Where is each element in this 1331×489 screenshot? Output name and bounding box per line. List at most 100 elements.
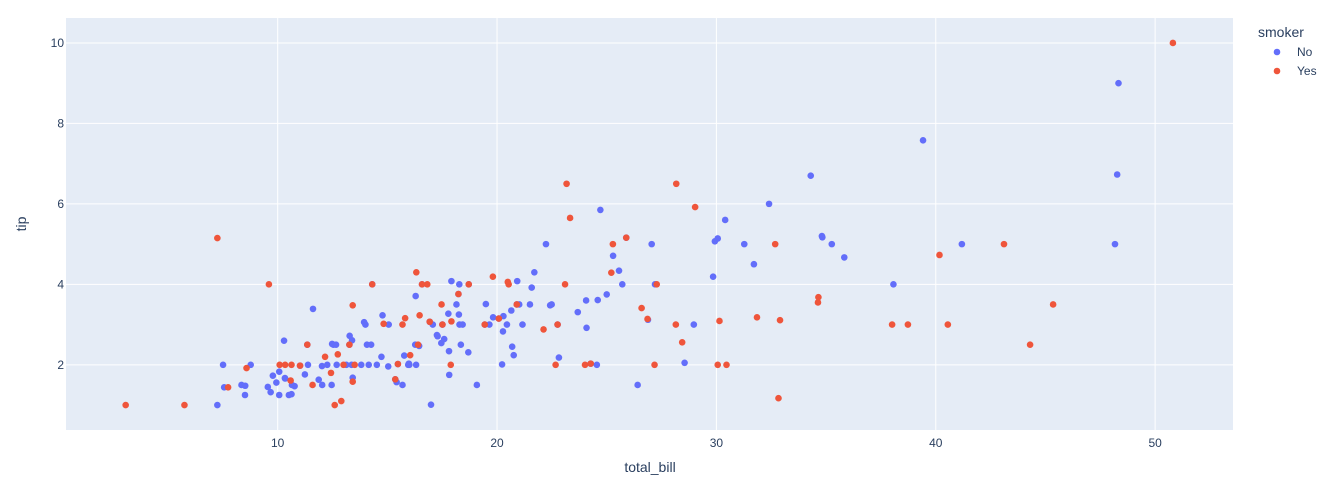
y-tick-label: 8	[57, 116, 64, 130]
data-point	[291, 382, 298, 390]
legend-title: smoker	[1258, 24, 1304, 40]
x-tick-label: 30	[710, 436, 724, 450]
data-point	[340, 361, 347, 369]
x-tick-label: 50	[1148, 436, 1162, 450]
data-point	[481, 321, 489, 328]
data-point	[301, 371, 309, 378]
data-point	[459, 321, 466, 328]
data-point	[648, 240, 655, 248]
legend-marker	[1273, 48, 1281, 56]
data-point	[243, 364, 250, 372]
data-point	[919, 137, 927, 144]
data-point	[807, 172, 815, 180]
data-point	[691, 203, 699, 211]
data-point	[473, 381, 481, 389]
data-point	[328, 381, 335, 389]
data-point	[455, 290, 462, 298]
data-point	[440, 335, 448, 343]
data-point	[269, 372, 277, 379]
data-point	[349, 301, 357, 309]
data-point	[615, 267, 623, 274]
data-point	[384, 363, 392, 370]
data-point	[323, 361, 331, 369]
data-point	[456, 281, 463, 288]
legend-item-yes[interactable]: Yes	[1273, 64, 1317, 78]
data-point	[394, 360, 402, 368]
data-point	[609, 252, 617, 260]
data-point	[373, 361, 381, 369]
data-point	[321, 353, 329, 361]
data-point	[273, 379, 280, 386]
data-point	[709, 273, 717, 281]
data-point	[405, 361, 413, 369]
legend-label: No	[1297, 45, 1313, 59]
x-tick-label: 20	[490, 436, 504, 450]
x-tick-label: 40	[929, 436, 943, 450]
data-point	[122, 401, 129, 409]
data-point	[714, 235, 722, 242]
data-point	[457, 341, 465, 349]
data-point	[888, 321, 896, 328]
data-point	[678, 338, 686, 346]
data-point	[936, 251, 943, 259]
data-point	[840, 254, 848, 261]
data-point	[681, 359, 688, 367]
data-point	[413, 268, 420, 276]
data-point	[723, 361, 730, 369]
data-point	[513, 301, 521, 308]
data-point	[379, 312, 386, 319]
data-point	[265, 281, 273, 288]
data-point	[548, 301, 555, 308]
data-point	[285, 391, 293, 399]
data-point	[608, 269, 615, 276]
data-point	[318, 362, 326, 370]
data-point	[1000, 240, 1008, 248]
data-point	[526, 301, 534, 308]
data-point	[740, 240, 748, 248]
data-point	[275, 368, 283, 375]
data-point	[582, 297, 590, 304]
data-point	[716, 317, 723, 325]
data-point	[448, 318, 455, 325]
data-point	[427, 401, 435, 408]
y-axis-title: tip	[13, 216, 29, 231]
data-point	[651, 361, 658, 369]
data-point	[287, 377, 294, 384]
data-point	[214, 234, 221, 242]
data-point	[337, 397, 345, 405]
legend-items[interactable]: No Yes	[1273, 45, 1317, 78]
data-point	[1113, 171, 1121, 178]
data-point	[360, 318, 368, 326]
data-point	[508, 307, 515, 314]
data-point	[495, 315, 503, 322]
data-point	[224, 384, 232, 391]
data-point	[445, 371, 453, 379]
data-point	[309, 305, 317, 313]
data-point	[944, 321, 952, 328]
data-point	[554, 321, 561, 328]
series-yes	[122, 39, 1177, 409]
y-tick-label: 10	[51, 36, 65, 50]
data-point	[508, 343, 516, 351]
data-point	[552, 361, 559, 369]
data-point	[281, 361, 289, 369]
data-point	[385, 321, 392, 328]
data-point	[1026, 341, 1034, 349]
data-point	[333, 361, 340, 369]
legend[interactable]: smoker No Yes	[1258, 24, 1317, 78]
data-point	[276, 361, 283, 369]
data-point	[638, 304, 645, 312]
data-point	[416, 312, 423, 319]
data-point	[439, 321, 446, 328]
y-tick-label: 6	[57, 197, 64, 211]
data-point	[367, 341, 375, 349]
legend-item-no[interactable]: No	[1273, 45, 1313, 59]
y-tick-label: 4	[57, 277, 64, 291]
x-tick-labels: 10 20 30 40 50	[271, 436, 1162, 450]
data-point	[288, 361, 295, 369]
data-point	[775, 394, 782, 402]
data-point	[510, 351, 518, 359]
data-point	[181, 401, 188, 409]
data-point	[399, 381, 406, 389]
y-tick-label: 2	[57, 358, 64, 372]
